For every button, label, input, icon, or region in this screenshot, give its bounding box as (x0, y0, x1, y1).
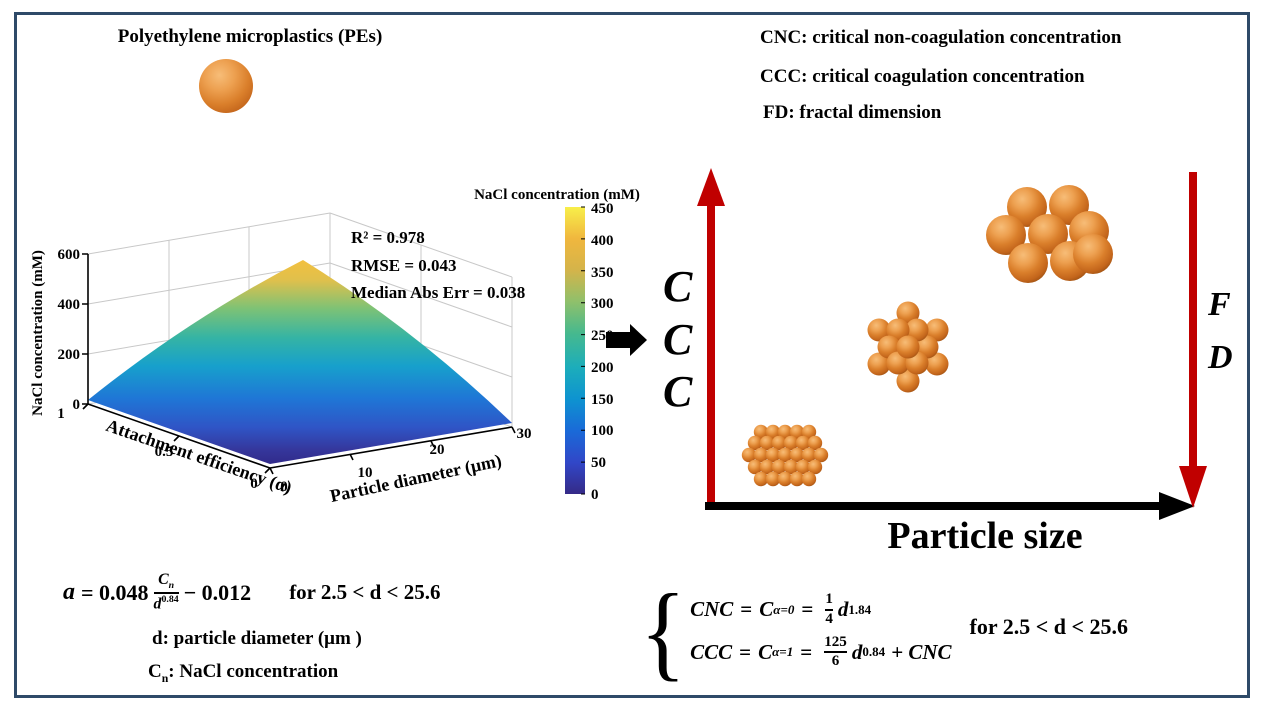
cbar-tick-350: 350 (591, 265, 614, 281)
particle-size-label: Particle size (887, 515, 1083, 557)
c-alpha1-base: C (758, 639, 773, 664)
cbar-tick-50: 50 (591, 455, 606, 471)
x-axis-label: Particle diameter (μm) (328, 450, 503, 507)
system-brace: { (640, 570, 687, 691)
fraction-bar (825, 608, 833, 611)
cbar-tick-300: 300 (591, 296, 614, 312)
cnc-frac-num: 1 (825, 590, 833, 607)
x-tick-20: 20 (430, 442, 445, 458)
cbar-tick-200: 200 (591, 360, 614, 376)
cbar-tick-0: 0 (591, 487, 599, 503)
ccc-fraction: 125 6 (824, 633, 847, 671)
particle-size-axis-arrow (705, 492, 1195, 520)
x-tick-30: 30 (517, 426, 532, 442)
definition-ccc: CCC: critical coagulation concentration (760, 66, 1085, 87)
cbar-tick-450: 450 (591, 201, 614, 217)
eq-sign: = (800, 639, 813, 664)
alpha-var: a (63, 579, 75, 606)
aggregate-medium (867, 301, 949, 393)
c-alpha1-sub: α=1 (772, 644, 794, 660)
definition-fd: FD: fractal dimension (763, 102, 942, 123)
colorbar-ticks (581, 206, 585, 495)
ccc-letter-1: C (663, 262, 693, 311)
ccc-frac-num: 125 (824, 633, 847, 650)
stat-rmse: RMSE = 0.043 (351, 256, 457, 275)
cn-base: C (158, 571, 169, 588)
aggregate-large (986, 185, 1113, 283)
ccc-tail: + CNC (891, 639, 952, 664)
aggregate-small (741, 424, 829, 487)
colorbar (565, 207, 585, 494)
z-tick-0: 0 (73, 397, 81, 413)
axis-lines (82, 253, 516, 475)
alpha-coef: = 0.048 (81, 579, 149, 605)
figure-border (14, 12, 1250, 698)
note-cn-sub: n (161, 671, 169, 685)
c-alpha0-sub: α=0 (773, 601, 795, 617)
fd-letter-d: D (1208, 339, 1233, 376)
z-tick-200: 200 (58, 347, 81, 363)
ccc-axis-arrow (697, 168, 725, 510)
alpha-condition: for 2.5 < d < 25.6 (289, 580, 441, 605)
y-tick-05: 0.5 (155, 444, 174, 460)
fd-letter-f: F (1208, 286, 1231, 323)
note-d: d: particle diameter (μm ) (152, 628, 362, 649)
pe-sphere-icon (199, 59, 253, 113)
colorbar-title: NaCl concentration (mM) (474, 187, 640, 203)
system-condition: for 2.5 < d < 25.6 (969, 614, 1129, 639)
fraction-bar (824, 651, 847, 654)
ccc-d-exp: 0.84 (862, 644, 886, 660)
z-axis-label: NaCl concentration (mM) (30, 250, 46, 416)
surface-plot: 600 400 200 0 1 0.5 0 0 10 20 30 NaCl co… (30, 187, 647, 507)
ccc-d-base: d (851, 639, 863, 664)
d-exp: 0.84 (161, 594, 179, 606)
cbar-tick-400: 400 (591, 233, 614, 249)
ccc-frac-den: 6 (831, 653, 840, 670)
pe-title: Polyethylene microplastics (PEs) (117, 26, 383, 47)
y-tick-1: 1 (57, 406, 65, 422)
note-cn-rest: : NaCl concentration (168, 661, 339, 682)
eq-sign: = (739, 639, 752, 664)
x-tick-10: 10 (358, 465, 373, 481)
cnc-frac-den: 4 (825, 610, 833, 627)
z-tick-400: 400 (58, 297, 81, 313)
cn-sub: n (168, 580, 175, 592)
definition-cnc: CNC: critical non-coagulation concentrat… (760, 27, 1122, 48)
x-tick-0: 0 (280, 479, 288, 495)
cnc-d-exp: 1.84 (848, 601, 872, 617)
cnc-lhs: CNC (690, 597, 734, 622)
ccc-letter-3: C (663, 367, 693, 416)
cnc-d-base: d (837, 597, 849, 622)
fd-axis-arrow (1179, 172, 1207, 508)
c-alpha0-base: C (759, 597, 774, 622)
fitted-surface (88, 260, 512, 464)
stat-r2: R² = 0.978 (351, 228, 425, 247)
d-base: d (153, 595, 162, 613)
note-cn: Cn: NaCl concentration (148, 661, 338, 686)
z-tick-600: 600 (58, 247, 81, 263)
stat-mae: Median Abs Err = 0.038 (351, 283, 525, 302)
transfer-arrow-icon (606, 324, 647, 356)
alpha-equation: a = 0.048 Cn d0.84 − 0.012 for 2.5 < d <… (63, 571, 441, 613)
y-tick-0: 0 (250, 476, 258, 492)
eq-sign: = (801, 597, 814, 622)
cnc-fraction: 1 4 (825, 590, 833, 628)
cbar-tick-100: 100 (591, 423, 614, 439)
eq-sign: = (740, 597, 753, 622)
alpha-fraction: Cn d0.84 (153, 571, 179, 613)
ccc-letter-2: C (663, 315, 693, 364)
aggregation-schematic (697, 168, 1207, 520)
note-cn-base: C (148, 661, 162, 682)
alpha-tail: − 0.012 (183, 579, 252, 605)
cbar-tick-150: 150 (591, 392, 614, 408)
fraction-bar (153, 592, 179, 595)
ccc-lhs: CCC (690, 639, 733, 664)
